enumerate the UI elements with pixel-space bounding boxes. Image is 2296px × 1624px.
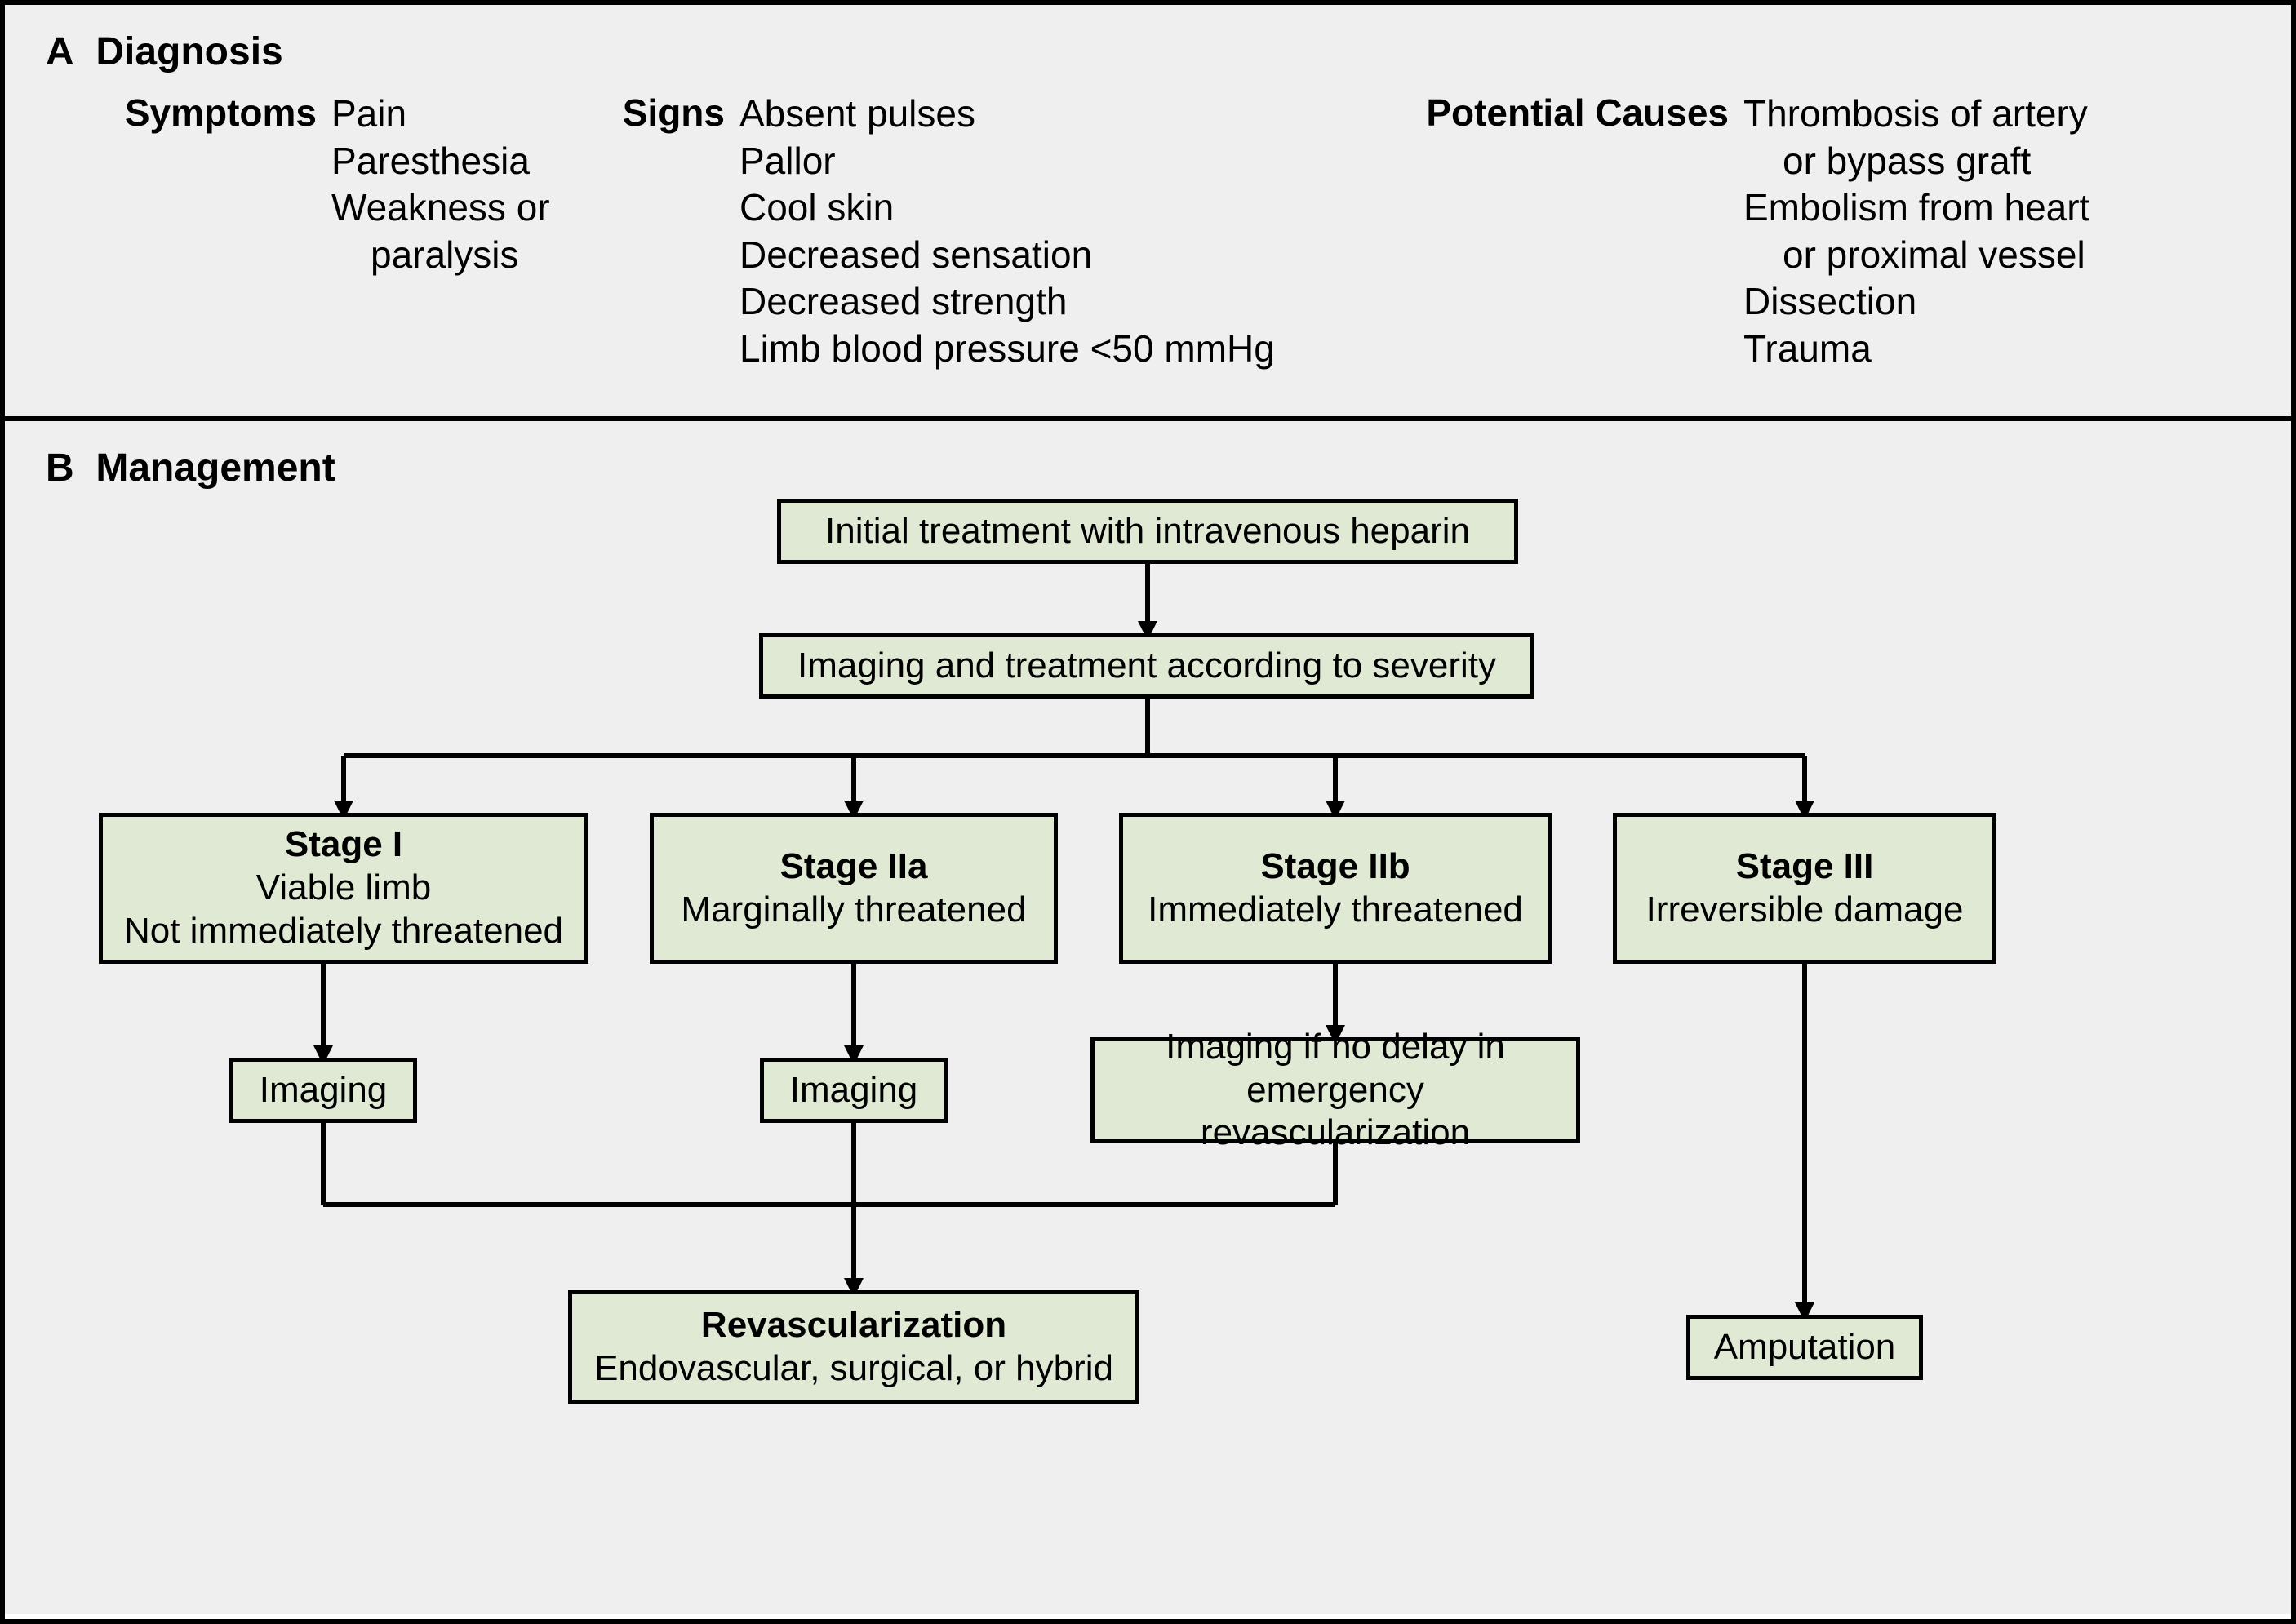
node-line: emergency revascularization — [1109, 1069, 1561, 1156]
list-item: Paresthesia — [331, 138, 550, 185]
node-title: Stage I — [285, 823, 402, 867]
node-text: Imaging and treatment according to sever… — [797, 645, 1496, 688]
flowchart-node-n1: Initial treatment with intravenous hepar… — [777, 499, 1518, 564]
panel-a-title-text: Diagnosis — [95, 30, 282, 73]
node-line: Imaging if no delay in — [1166, 1026, 1505, 1069]
causes-column: Potential Causes Thrombosis of arteryor … — [1417, 91, 2250, 372]
symptoms-column: Symptoms PainParesthesiaWeakness orparal… — [119, 91, 617, 372]
node-text: Imaging — [260, 1069, 388, 1112]
node-text: Imaging — [790, 1069, 918, 1112]
panel-b-key: B — [46, 446, 74, 490]
node-line: Irreversible damage — [1646, 889, 1964, 932]
node-text: Amputation — [1714, 1326, 1896, 1369]
node-line: Immediately threatened — [1148, 889, 1523, 932]
list-item: Limb blood pressure <50 mmHg — [739, 326, 1275, 373]
figure-container: A Diagnosis Symptoms PainParesthesiaWeak… — [0, 0, 2296, 1624]
causes-label: Potential Causes — [1417, 91, 1743, 372]
flowchart-node-amp: Amputation — [1686, 1315, 1923, 1380]
list-item: Pain — [331, 91, 550, 138]
flowchart-node-s2b: Stage IIbImmediately threatened — [1119, 813, 1552, 964]
signs-label: Signs — [617, 91, 739, 372]
list-item: Thrombosis of artery — [1743, 91, 2089, 138]
causes-items: Thrombosis of arteryor bypass graftEmbol… — [1743, 91, 2089, 372]
panel-a-diagnosis: A Diagnosis Symptoms PainParesthesiaWeak… — [5, 5, 2291, 421]
flowchart-node-revasc: RevascularizationEndovascular, surgical,… — [568, 1290, 1139, 1404]
flowchart-area: Initial treatment with intravenous hepar… — [5, 495, 2291, 1614]
panel-b-title: B Management — [46, 446, 2250, 490]
list-item: Decreased sensation — [739, 232, 1275, 279]
panel-b-management: B Management Initial treatment with intr… — [5, 421, 2291, 1614]
panel-a-key: A — [46, 30, 74, 73]
list-item: Cool skin — [739, 184, 1275, 232]
list-item: Weakness or — [331, 184, 550, 232]
signs-items: Absent pulsesPallorCool skinDecreased se… — [739, 91, 1275, 372]
node-title: Stage III — [1736, 845, 1874, 889]
symptoms-items: PainParesthesiaWeakness orparalysis — [331, 91, 550, 372]
list-item: Pallor — [739, 138, 1275, 185]
node-line: Not immediately threatened — [124, 910, 563, 953]
flowchart-node-s3: Stage IIIIrreversible damage — [1613, 813, 1996, 964]
node-title: Revascularization — [701, 1304, 1006, 1347]
flowchart-node-img1: Imaging — [229, 1058, 417, 1123]
flowchart-node-img3: Imaging if no delay inemergency revascul… — [1090, 1037, 1580, 1143]
panel-b-title-text: Management — [95, 446, 335, 490]
node-title: Stage IIa — [780, 845, 928, 889]
list-item: Absent pulses — [739, 91, 1275, 138]
symptoms-label: Symptoms — [119, 91, 331, 372]
list-item: Dissection — [1743, 278, 2089, 326]
signs-column: Signs Absent pulsesPallorCool skinDecrea… — [617, 91, 1417, 372]
node-title: Stage IIb — [1260, 845, 1410, 889]
node-line: Endovascular, surgical, or hybrid — [594, 1347, 1113, 1391]
flowchart-node-s2a: Stage IIaMarginally threatened — [650, 813, 1058, 964]
node-text: Initial treatment with intravenous hepar… — [825, 510, 1470, 553]
node-line: Viable limb — [256, 867, 431, 910]
node-line: Marginally threatened — [681, 889, 1026, 932]
list-item: or proximal vessel — [1743, 232, 2089, 279]
flowchart-node-img2: Imaging — [760, 1058, 948, 1123]
list-item: Trauma — [1743, 326, 2089, 373]
list-item: or bypass graft — [1743, 138, 2089, 185]
panel-a-title: A Diagnosis — [46, 29, 2250, 74]
list-item: paralysis — [331, 232, 550, 279]
list-item: Decreased strength — [739, 278, 1275, 326]
flowchart-node-s1: Stage IViable limbNot immediately threat… — [99, 813, 588, 964]
list-item: Embolism from heart — [1743, 184, 2089, 232]
diagnosis-columns: Symptoms PainParesthesiaWeakness orparal… — [46, 91, 2250, 372]
flowchart-node-n2: Imaging and treatment according to sever… — [759, 633, 1534, 699]
